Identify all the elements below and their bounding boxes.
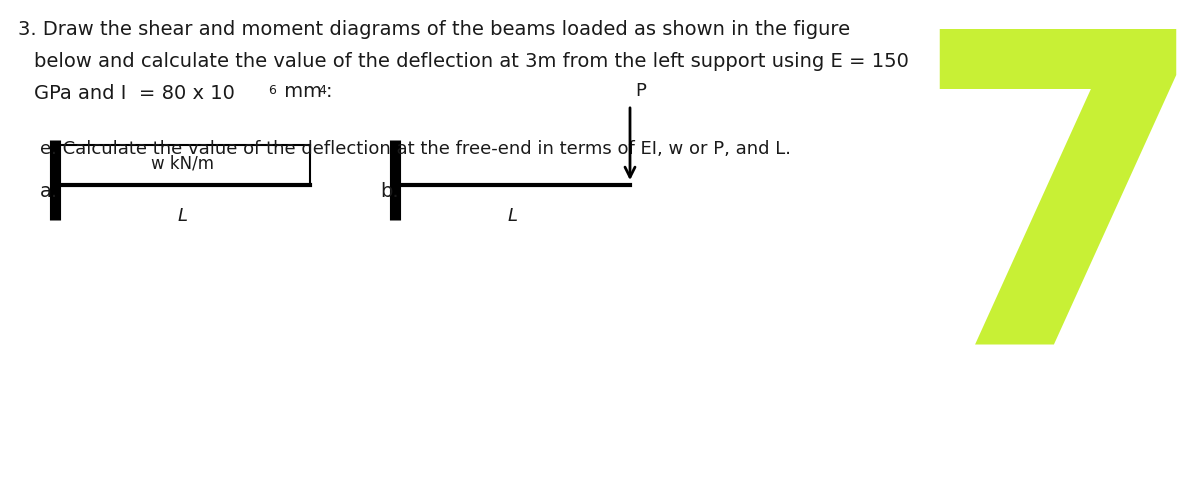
Text: below and calculate the value of the deflection at 3m from the left support usin: below and calculate the value of the def… — [34, 52, 908, 71]
Text: mm: mm — [278, 82, 322, 101]
Text: 3. Draw the shear and moment diagrams of the beams loaded as shown in the figure: 3. Draw the shear and moment diagrams of… — [18, 20, 850, 39]
Text: :: : — [326, 82, 332, 101]
Text: 6: 6 — [268, 84, 276, 97]
Text: e. Calculate the value of the deflection at the free-end in terms of EI, w or P,: e. Calculate the value of the deflection… — [40, 140, 791, 158]
Text: GPa and I  = 80 x 10: GPa and I = 80 x 10 — [34, 84, 235, 103]
Text: a.: a. — [40, 182, 58, 201]
Text: 4: 4 — [318, 84, 326, 97]
Text: L: L — [178, 207, 187, 225]
Text: L: L — [508, 207, 517, 225]
Text: 7: 7 — [911, 15, 1200, 433]
Text: b.: b. — [380, 182, 398, 201]
Text: P: P — [635, 82, 646, 100]
Text: w kN/m: w kN/m — [151, 154, 214, 172]
